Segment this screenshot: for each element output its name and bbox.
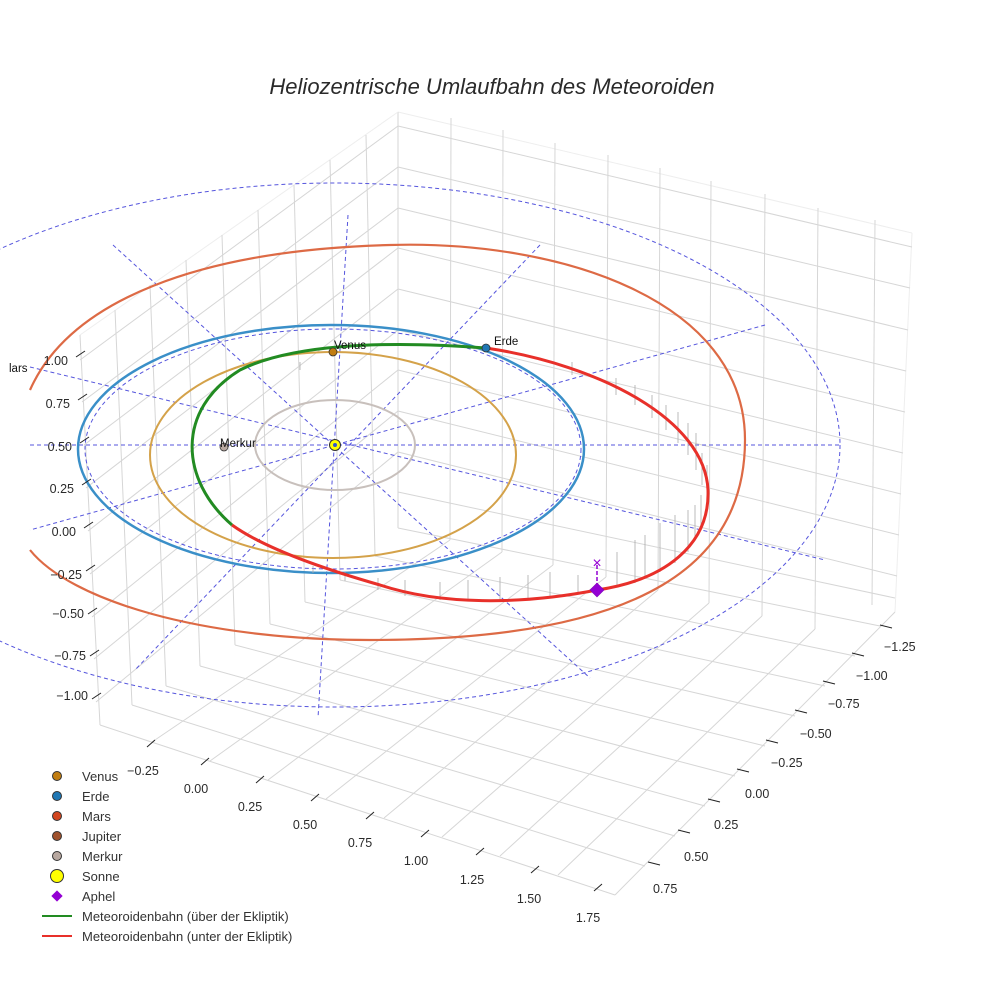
- legend-label: Mars: [82, 808, 111, 824]
- red-line-legend-icon: [42, 935, 72, 937]
- legend: Venus Erde Mars Jupiter Merkur Sonne Aph…: [40, 766, 292, 946]
- svg-text:0.25: 0.25: [50, 482, 74, 496]
- meteoroid-orbit-below: [231, 346, 710, 603]
- venus-label: Venus: [334, 340, 366, 352]
- svg-text:0.00: 0.00: [745, 787, 769, 801]
- legend-item-sonne[interactable]: Sonne: [40, 866, 292, 886]
- svg-text:1.00: 1.00: [44, 354, 68, 368]
- venus-legend-icon: [52, 771, 62, 781]
- green-line-legend-icon: [42, 915, 72, 917]
- legend-item-aphel[interactable]: Aphel: [40, 886, 292, 906]
- erde-orbit: [76, 323, 586, 575]
- svg-text:1.50: 1.50: [517, 892, 541, 906]
- svg-text:−0.25: −0.25: [50, 568, 82, 582]
- z-axis-labels: 1.00 0.75 0.50 0.25 0.00 −0.25 −0.50 −0.…: [44, 354, 88, 703]
- chart-title: Heliozentrische Umlaufbahn des Meteoroid…: [269, 74, 715, 99]
- svg-text:0.75: 0.75: [46, 397, 70, 411]
- legend-item-venus[interactable]: Venus: [40, 766, 292, 786]
- svg-text:−0.75: −0.75: [828, 697, 860, 711]
- svg-text:0.25: 0.25: [714, 818, 738, 832]
- svg-text:−1.25: −1.25: [884, 640, 916, 654]
- merkur-marker[interactable]: [219, 442, 229, 452]
- svg-text:0.50: 0.50: [48, 440, 72, 454]
- svg-text:0.25: 0.25: [238, 800, 262, 814]
- mars-label-clipped: lars: [9, 363, 28, 375]
- venus-orbit: [149, 351, 517, 559]
- legend-label: Venus: [82, 768, 119, 784]
- legend-label: Meteoroidenbahn (unter der Ekliptik): [82, 928, 293, 944]
- meteoroid-orbit-above: [190, 343, 487, 527]
- x-axis: [146, 739, 603, 892]
- legend-item-erde[interactable]: Erde: [40, 786, 292, 806]
- svg-text:−1.00: −1.00: [856, 669, 888, 683]
- legend-label: Sonne: [82, 868, 120, 884]
- venus-marker[interactable]: [328, 347, 338, 357]
- y-axis: [647, 624, 893, 866]
- mars-orbit: [28, 243, 747, 642]
- legend-item-meteoroid-above[interactable]: Meteoroidenbahn (über der Ekliptik): [40, 906, 292, 926]
- merkur-legend-icon: [52, 851, 62, 861]
- merkur-orbit: [254, 399, 416, 491]
- aphel-legend-icon: [51, 890, 63, 902]
- y-axis-labels: −1.25 −1.00 −0.75 −0.50 −0.25 0.00 0.25 …: [653, 640, 916, 896]
- svg-text:1.00: 1.00: [404, 854, 428, 868]
- svg-text:−1.00: −1.00: [56, 689, 88, 703]
- legend-label: Meteoroidenbahn (über der Ekliptik): [82, 908, 289, 924]
- svg-text:0.00: 0.00: [52, 525, 76, 539]
- legend-label: Aphel: [82, 888, 116, 904]
- svg-text:−0.25: −0.25: [127, 764, 159, 778]
- svg-text:1.25: 1.25: [460, 873, 484, 887]
- legend-item-meteoroid-below[interactable]: Meteoroidenbahn (unter der Ekliptik): [40, 926, 292, 946]
- mars-legend-icon: [52, 811, 62, 821]
- svg-text:−0.50: −0.50: [800, 727, 832, 741]
- meteoroid-projection-lines: [299, 362, 708, 600]
- z-axis: [75, 350, 102, 700]
- svg-text:0.00: 0.00: [184, 782, 208, 796]
- svg-text:0.50: 0.50: [684, 850, 708, 864]
- x-axis-labels: −0.25 0.00 0.25 0.50 0.75 1.00 1.25 1.50…: [127, 764, 600, 925]
- legend-item-jupiter[interactable]: Jupiter: [40, 826, 292, 846]
- grid-left-wall: [79, 111, 399, 726]
- ecliptic-reference-grid: [0, 182, 841, 719]
- erde-label: Erde: [494, 336, 518, 348]
- jupiter-legend-icon: [52, 831, 62, 841]
- sun-marker-inner: [333, 443, 337, 447]
- legend-label: Erde: [82, 788, 110, 804]
- grid-back-wall: [397, 111, 913, 630]
- aphel-projection-marker: ×: [592, 555, 601, 572]
- svg-text:0.75: 0.75: [348, 836, 372, 850]
- legend-item-mars[interactable]: Mars: [40, 806, 292, 826]
- svg-text:−0.25: −0.25: [771, 756, 803, 770]
- aphel-marker[interactable]: [589, 582, 605, 598]
- svg-text:0.50: 0.50: [293, 818, 317, 832]
- svg-text:1.75: 1.75: [576, 911, 600, 925]
- erde-marker[interactable]: [481, 343, 491, 353]
- svg-text:0.75: 0.75: [653, 882, 677, 896]
- merkur-label: Merkur: [220, 438, 256, 450]
- legend-label: Jupiter: [82, 828, 122, 844]
- svg-text:−0.75: −0.75: [54, 649, 86, 663]
- legend-item-merkur[interactable]: Merkur: [40, 846, 292, 866]
- sun-legend-icon: [50, 869, 64, 883]
- legend-label: Merkur: [82, 848, 123, 864]
- svg-text:−0.50: −0.50: [52, 607, 84, 621]
- grid-floor: [99, 527, 896, 896]
- erde-legend-icon: [52, 791, 62, 801]
